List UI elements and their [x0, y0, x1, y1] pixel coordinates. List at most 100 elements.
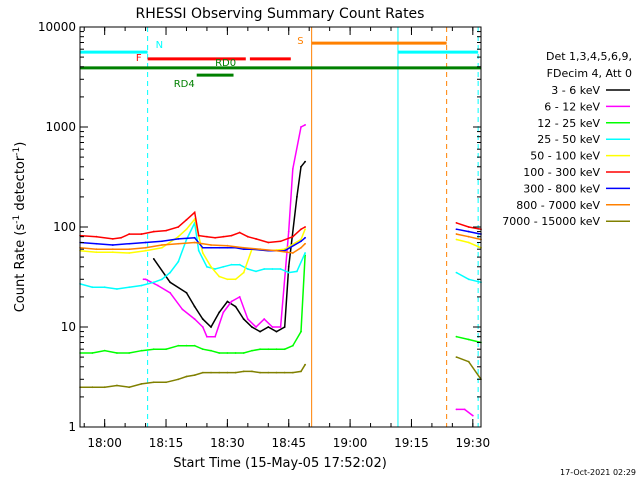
series-line-3-point	[140, 284, 143, 287]
legend-label-5: 100 - 300 keV	[523, 166, 600, 179]
series-line-2-point	[291, 344, 294, 347]
y-tick-label-0: 1	[68, 420, 76, 434]
series-line-5-point	[279, 240, 282, 243]
series-line-6-point	[128, 242, 131, 245]
series-line-1-point	[169, 291, 172, 294]
series-line-7-point	[111, 248, 114, 251]
series-after-gap-4	[456, 271, 482, 284]
series-line-3-point	[152, 281, 155, 284]
series-line-1-point	[255, 326, 257, 328]
x-tick-label-6: 19:30	[456, 436, 491, 450]
series-line-4-point	[161, 246, 163, 249]
series-line-8-point	[201, 371, 204, 374]
y-tick-label-4: 10000	[38, 20, 76, 34]
series-after-gap-2-point	[455, 233, 458, 235]
series-line-4-point	[128, 252, 131, 254]
series-line-1-point	[287, 230, 290, 233]
series-line-1-point	[214, 335, 217, 338]
series-line-2-point	[267, 348, 270, 351]
series-line-3-point	[103, 286, 106, 289]
series-line-2-point	[242, 352, 245, 354]
series-line-5-point	[120, 236, 122, 239]
series-line-1-point	[230, 300, 233, 303]
series-line-0-point	[267, 326, 270, 328]
legend-label-7: 800 - 7000 keV	[516, 199, 600, 212]
series-after-gap-4-point	[455, 271, 458, 274]
series-line-5-point	[222, 235, 225, 238]
x-axis: 18:00 18:15 18:30 18:45 19:00 19:15 19:30	[83, 27, 491, 450]
series-line-8-point	[304, 363, 307, 366]
legend: Det 1,3,4,5,6,9, FDecim 4, Att 0 3 - 6 k…	[502, 50, 632, 228]
series-line-2-point	[251, 349, 253, 352]
x-tick-label-5: 19:15	[394, 436, 429, 450]
series-line-6-point	[95, 242, 98, 245]
series-line-4-point	[201, 252, 204, 254]
series-line-1-point	[304, 123, 307, 126]
series-line-5-point	[214, 236, 217, 239]
series-line-5-point	[193, 211, 196, 214]
series-line-3-point	[263, 268, 266, 270]
series-after-gap-1-point	[455, 228, 458, 231]
series-line-7-point	[210, 244, 212, 246]
series-line-7-point	[291, 252, 294, 254]
plot-frame	[79, 26, 482, 428]
legend-label-3: 25 - 50 keV	[537, 133, 600, 146]
series-line-6-point	[201, 246, 204, 249]
series-line-0-point	[259, 330, 262, 333]
series-line-0-point	[242, 318, 245, 320]
series-line-7-point	[177, 242, 180, 245]
series-line-8-point	[128, 386, 131, 389]
series-line-8-point	[140, 382, 143, 385]
series-line-1-point	[144, 278, 147, 281]
legend-header-2: FDecim 4, Att 0	[547, 67, 632, 80]
series-line-3-point	[271, 268, 274, 270]
series-line-6-point	[304, 236, 307, 239]
legend-label-1: 6 - 12 keV	[544, 100, 600, 113]
legend-label-0: 3 - 6 keV	[551, 84, 600, 97]
series-line-8-point	[259, 371, 262, 374]
chart-title: RHESSI Observing Summary Count Rates	[136, 6, 425, 22]
series-line-4-point	[304, 228, 307, 231]
series-line-8-point	[283, 371, 286, 374]
series-line-8-point	[103, 386, 106, 389]
series-line-8-point	[242, 370, 245, 373]
series-line-2-point	[300, 330, 302, 333]
flag-label-rd0: RD0	[215, 58, 236, 69]
series-line-4-point	[185, 228, 188, 231]
series-line-3-point	[116, 288, 118, 290]
series-after-gap-4-point	[467, 278, 470, 281]
series-line-7-point	[226, 244, 229, 247]
series-line-8-point	[300, 370, 302, 373]
series-line-3-point	[287, 271, 290, 274]
series-line-6-point	[210, 246, 212, 249]
series-line-5-point	[111, 238, 114, 240]
series-line-8-point	[226, 371, 229, 374]
series-line-7-point	[193, 241, 196, 244]
series-line-1-point	[271, 326, 274, 328]
series-line-3-point	[128, 286, 131, 289]
series-line-2-point	[116, 352, 118, 354]
series-line-5-point	[197, 234, 200, 237]
series-line-0-point	[193, 305, 196, 308]
series-line-3-point	[238, 263, 241, 266]
series-line-8-point	[251, 370, 253, 373]
series-line-2-point	[91, 352, 94, 354]
series-after-gap-2-point	[467, 235, 470, 238]
series-line-7-point	[259, 248, 262, 251]
series-line-4-point	[144, 249, 147, 252]
series-after-gap-3	[456, 238, 482, 249]
series-line-0-point	[296, 195, 298, 198]
series-line-3-point	[230, 263, 233, 266]
x-tick-label-1: 18:15	[149, 436, 184, 450]
x-tick-label-3: 18:45	[271, 436, 306, 450]
series-line-2-point	[177, 344, 180, 347]
series-line-3-point	[206, 265, 208, 268]
series-line-5-point	[152, 230, 155, 233]
y-axis: 1 10 100 1000 10000	[38, 20, 481, 434]
series-line-3-point	[169, 271, 172, 274]
series-line-4-point	[111, 251, 114, 254]
series-line-2-point	[226, 352, 229, 354]
flag-label-f: F	[136, 53, 142, 64]
